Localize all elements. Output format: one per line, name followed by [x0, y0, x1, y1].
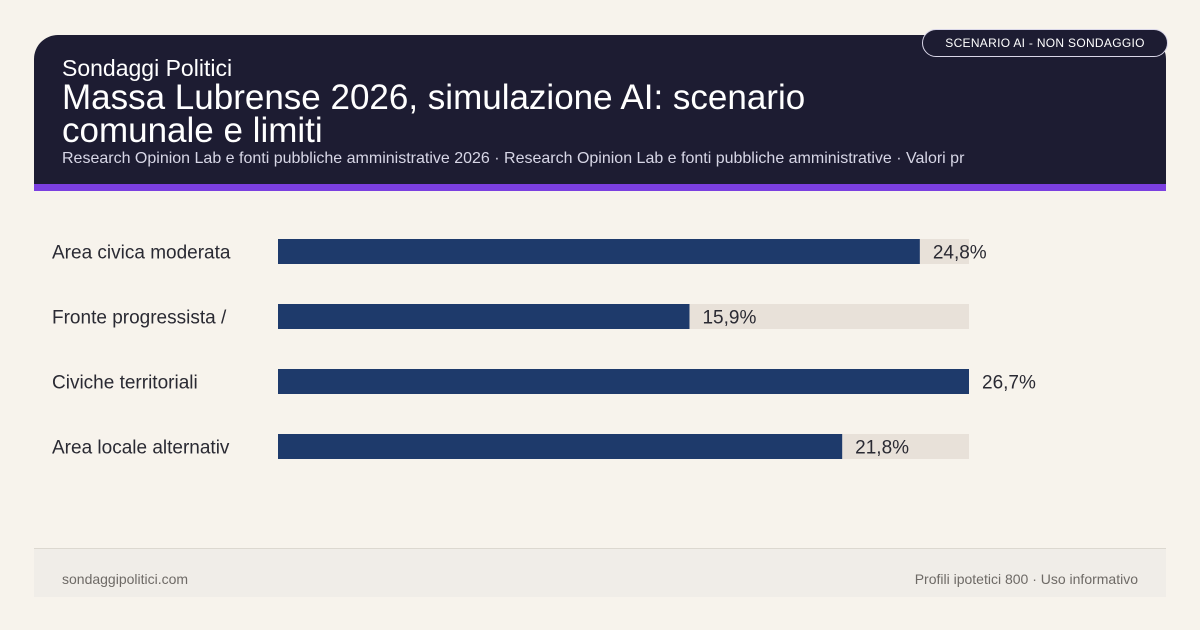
source-subtitle: Research Opinion Lab e fonti pubbliche a…	[62, 150, 965, 167]
page-title: Massa Lubrense 2026, simulazione AI: sce…	[62, 78, 806, 150]
category-label: Civiche territoriali	[52, 373, 198, 394]
footer-site-link[interactable]: sondaggipolitici.com	[62, 571, 189, 587]
bar	[278, 434, 843, 459]
bar	[278, 304, 690, 329]
value-label: 15,9%	[702, 308, 756, 329]
bar	[278, 239, 920, 264]
value-label: 21,8%	[855, 438, 909, 459]
site-label: Sondaggi Politici	[62, 55, 233, 81]
category-label: Fronte progressista /	[52, 308, 227, 329]
value-label: 26,7%	[982, 373, 1036, 394]
footer-note: Profili ipotetici 800 · Uso informativo	[914, 571, 1138, 587]
bar	[278, 369, 969, 394]
category-label: Area locale alternativ	[52, 438, 230, 459]
value-label: 24,8%	[933, 243, 987, 264]
scenario-badge: SCENARIO AI - NON SONDAGGIO	[922, 29, 1168, 57]
header-banner: Sondaggi Politici Massa Lubrense 2026, s…	[34, 35, 1166, 191]
footer: sondaggipolitici.com Profili ipotetici 8…	[34, 548, 1166, 597]
category-label: Area civica moderata	[52, 243, 231, 264]
